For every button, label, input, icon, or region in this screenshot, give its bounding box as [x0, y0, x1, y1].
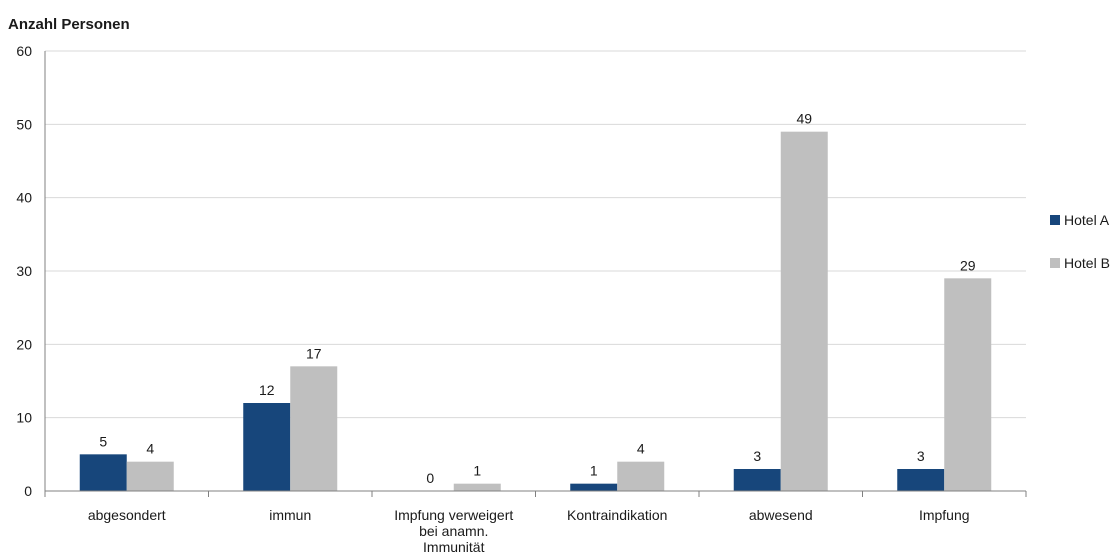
bar-hotel-b — [944, 278, 992, 491]
y-tick-label: 60 — [16, 43, 32, 59]
y-tick-label: 20 — [16, 336, 32, 352]
data-label: 29 — [960, 257, 976, 273]
y-tick-label: 30 — [16, 263, 32, 279]
data-label: 1 — [473, 463, 481, 479]
data-label: 3 — [753, 448, 761, 464]
legend-swatch — [1050, 258, 1060, 268]
x-tick-label: abwesend — [749, 507, 813, 523]
x-tick-label: Immunität — [423, 539, 485, 555]
data-labels: 5 12 0 1 3 3 4 17 1 4 49 29 — [99, 111, 975, 486]
y-tick-label: 50 — [16, 116, 32, 132]
x-tick-label: Impfung verweigert — [394, 507, 513, 523]
bar-hotel-a — [897, 469, 945, 491]
data-label: 5 — [99, 433, 107, 449]
y-axis-ticks: 0 10 20 30 40 50 60 — [16, 43, 32, 499]
data-label: 4 — [637, 441, 645, 457]
data-label: 49 — [796, 111, 812, 127]
legend: Hotel A Hotel B — [1050, 212, 1110, 271]
gridlines — [45, 50, 1026, 419]
bar-hotel-a — [243, 403, 291, 491]
data-label: 4 — [146, 441, 154, 457]
bar-hotel-b — [453, 483, 501, 491]
bar-hotel-a — [570, 483, 618, 491]
legend-label: Hotel B — [1064, 255, 1110, 271]
legend-label: Hotel A — [1064, 212, 1110, 228]
x-tick-label: Impfung — [919, 507, 970, 523]
data-label: 17 — [306, 345, 322, 361]
x-tick-label: Kontraindikation — [567, 507, 667, 523]
bar-hotel-b — [126, 461, 174, 491]
x-tick-label: bei anamn. — [419, 523, 488, 539]
y-tick-label: 10 — [16, 410, 32, 426]
bars — [79, 131, 992, 491]
data-label: 1 — [590, 463, 598, 479]
bar-hotel-b — [617, 461, 665, 491]
data-label: 0 — [426, 470, 434, 486]
bar-hotel-a — [79, 454, 127, 491]
bar-hotel-b — [290, 366, 338, 491]
x-tick-label: immun — [269, 507, 311, 523]
x-tick-label: abgesondert — [88, 507, 166, 523]
y-tick-label: 0 — [24, 483, 32, 499]
bar-hotel-b — [780, 131, 828, 491]
bar-hotel-a — [733, 469, 781, 491]
data-label: 3 — [917, 448, 925, 464]
legend-swatch — [1050, 215, 1060, 225]
y-axis-title: Anzahl Personen — [8, 16, 130, 33]
data-label: 12 — [259, 382, 275, 398]
y-tick-label: 40 — [16, 190, 32, 206]
